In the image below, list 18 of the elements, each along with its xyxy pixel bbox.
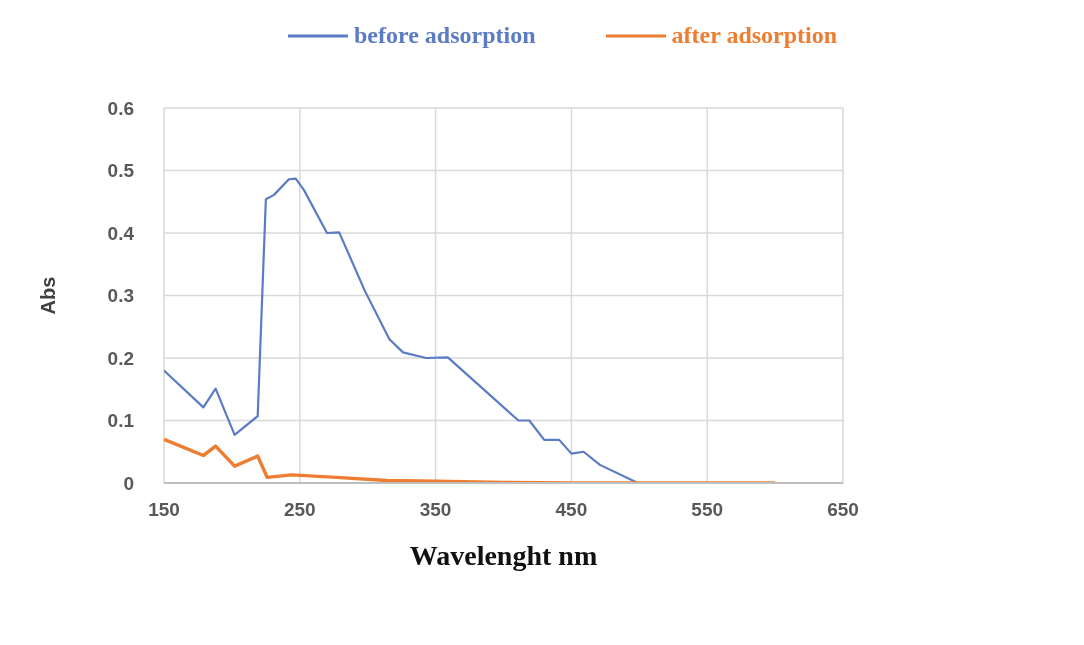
y-tick-label: 0: [123, 472, 134, 494]
legend-label: after adsorption: [671, 22, 838, 49]
x-tick-label: 250: [283, 499, 316, 521]
y-tick-label: 0.2: [107, 347, 134, 369]
x-tick-label: 550: [691, 499, 724, 521]
y-tick-label: 0.4: [107, 222, 135, 244]
y-tick-label: 0.3: [107, 285, 134, 307]
x-tick-label: 350: [419, 499, 452, 521]
line-series: [164, 437, 777, 483]
y-axis-title: Abs: [37, 276, 60, 315]
x-tick-label: 650: [827, 499, 859, 521]
x-axis-title: Wavelenght nm: [409, 540, 598, 571]
legend-label: before adsorption: [354, 22, 536, 49]
y-tick-label: 0.1: [107, 410, 135, 432]
y-tick-label: 0.5: [107, 160, 135, 182]
x-tick-label: 450: [555, 499, 588, 521]
x-tick-label: 150: [148, 499, 180, 521]
y-tick-label: 0.6: [107, 97, 134, 119]
